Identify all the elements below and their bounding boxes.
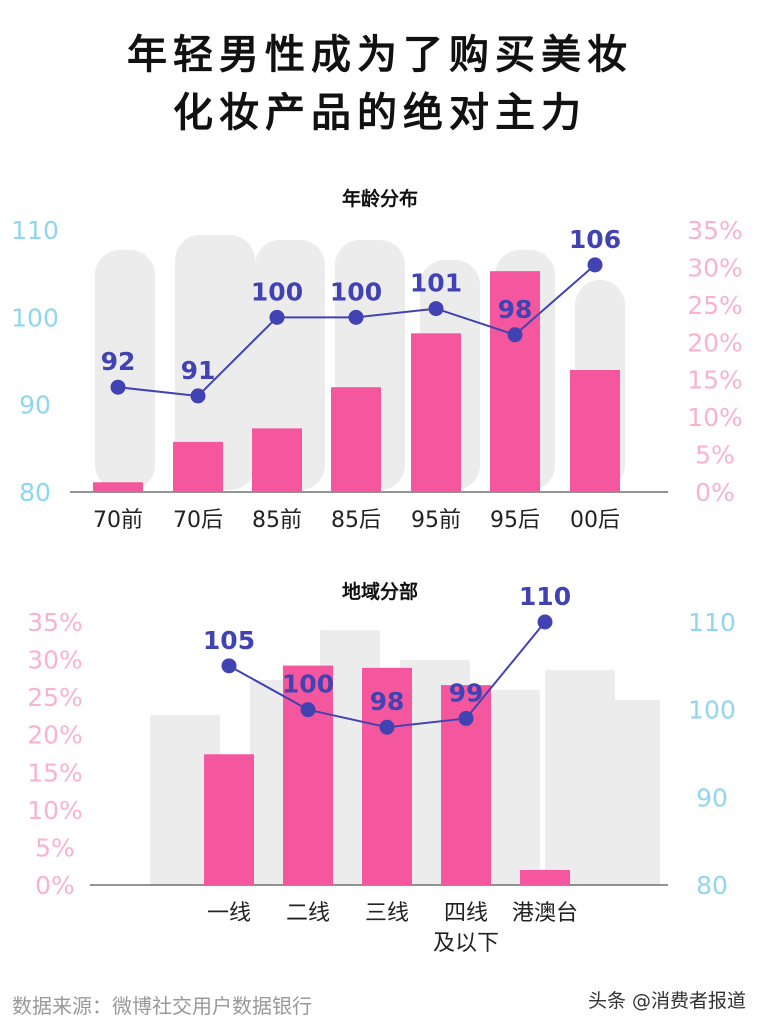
pct-axis-tick: 20% [27,721,83,750]
bar-1 [173,441,223,492]
background-silhouette [610,700,660,885]
pct-axis-tick: 25% [687,291,743,320]
category-label: 85后 [331,508,381,533]
index-axis-tick: 90 [19,391,51,420]
index-label-1: 91 [181,356,216,385]
bar-2 [252,428,302,492]
pct-axis-tick: 35% [687,216,743,245]
category-label: 三线 [365,901,409,926]
index-point-1 [300,702,316,718]
index-point-6 [587,257,603,273]
title-line-2: 化妆产品的绝对主力 [173,89,587,136]
pct-axis-tick: 15% [687,366,743,395]
index-label-3: 99 [449,678,484,707]
pct-axis-tick: 5% [695,441,735,470]
index-point-2 [379,719,395,735]
bar-2 [362,667,412,885]
category-label: 70前 [93,508,143,533]
index-point-3 [348,309,364,325]
index-label-3: 100 [330,277,382,306]
pct-axis-tick: 30% [27,646,83,675]
index-axis-tick: 110 [11,216,59,245]
background-silhouette [175,235,255,490]
index-label-4: 101 [410,269,462,298]
pct-axis-tick: 10% [687,403,743,432]
bar-1 [283,665,333,885]
pct-axis-tick: 20% [687,328,743,357]
index-label-5: 98 [498,295,533,324]
bar-0 [204,754,254,885]
index-point-0 [110,379,126,395]
category-label: 四线 [444,901,488,926]
index-label-6: 106 [569,225,621,254]
pct-axis-tick: 25% [27,683,83,712]
index-point-1 [190,388,206,404]
index-axis-tick: 80 [696,871,728,900]
category-label: 及以下 [433,931,499,956]
title-line-1: 年轻男性成为了购买美妆 [127,31,633,78]
background-silhouette [95,250,155,490]
category-label: 00后 [570,508,620,533]
index-point-4 [537,614,553,630]
index-label-2: 98 [370,687,405,716]
background-silhouette [545,670,615,885]
index-axis-tick: 110 [688,608,736,637]
category-label: 二线 [286,901,330,926]
pct-axis-tick: 0% [35,871,75,900]
bar-3 [331,387,381,492]
pct-axis-tick: 5% [35,833,75,862]
category-label: 85前 [252,508,302,533]
index-point-5 [507,327,523,343]
pct-axis-tick: 0% [695,478,735,507]
index-label-0: 105 [203,626,255,655]
pct-axis-tick: 30% [687,253,743,282]
background-silhouette [150,715,220,885]
bar-5 [490,271,540,492]
index-axis-tick: 80 [19,478,51,507]
category-label: 70后 [173,508,223,533]
background-silhouette [480,690,540,885]
index-point-2 [269,309,285,325]
pct-axis-tick: 10% [27,796,83,825]
bar-6 [570,369,620,492]
index-point-3 [458,710,474,726]
index-label-4: 110 [519,582,571,611]
bar-4 [411,333,461,492]
index-axis-tick: 100 [11,303,59,332]
index-axis-tick: 100 [688,696,736,725]
background-silhouette [255,240,325,490]
index-point-0 [221,658,237,674]
pct-axis-tick: 35% [27,608,83,637]
index-label-2: 100 [251,277,303,306]
index-label-0: 92 [101,347,136,376]
category-label: 95前 [411,508,461,533]
category-label: 一线 [207,901,251,926]
chart-title: 地域分部 [342,580,418,603]
index-point-4 [428,301,444,317]
category-label: 95后 [490,508,540,533]
pct-axis-tick: 15% [27,758,83,787]
brand-label: 头条 @消费者报道 [587,990,746,1012]
chart-title: 年龄分布 [342,187,418,210]
data-source: 数据来源：微博社交用户数据银行 [12,994,312,1018]
bar-0 [93,482,143,492]
category-label: 港澳台 [512,901,578,926]
bar-4 [520,869,570,885]
index-label-1: 100 [282,670,334,699]
index-axis-tick: 90 [696,783,728,812]
